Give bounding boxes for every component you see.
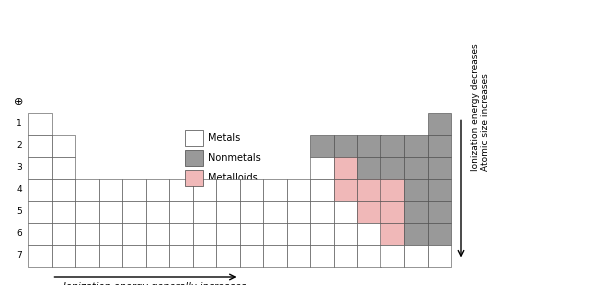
Text: 6: 6 — [16, 229, 22, 239]
Text: Atomic size increases: Atomic size increases — [480, 73, 489, 171]
Text: Zr: Zr — [105, 207, 116, 217]
Text: 1: 1 — [16, 119, 22, 129]
Text: 7: 7 — [16, 251, 22, 260]
Text: 4: 4 — [16, 186, 22, 194]
Text: 3: 3 — [16, 164, 22, 172]
Text: 5: 5 — [16, 207, 22, 217]
Text: Ionization energy generally increases: Ionization energy generally increases — [63, 282, 246, 285]
Text: Rb: Rb — [33, 207, 46, 217]
Text: ⊕: ⊕ — [14, 97, 23, 107]
Text: Sr: Sr — [58, 207, 69, 217]
Text: Metalloids: Metalloids — [208, 173, 258, 183]
Text: Br: Br — [410, 186, 421, 194]
Text: Ionization energy decreases: Ionization energy decreases — [471, 43, 480, 171]
Text: Metals: Metals — [208, 133, 240, 143]
Text: Nonmetals: Nonmetals — [208, 153, 261, 163]
Text: 2: 2 — [16, 141, 22, 150]
Text: Se: Se — [386, 186, 399, 194]
